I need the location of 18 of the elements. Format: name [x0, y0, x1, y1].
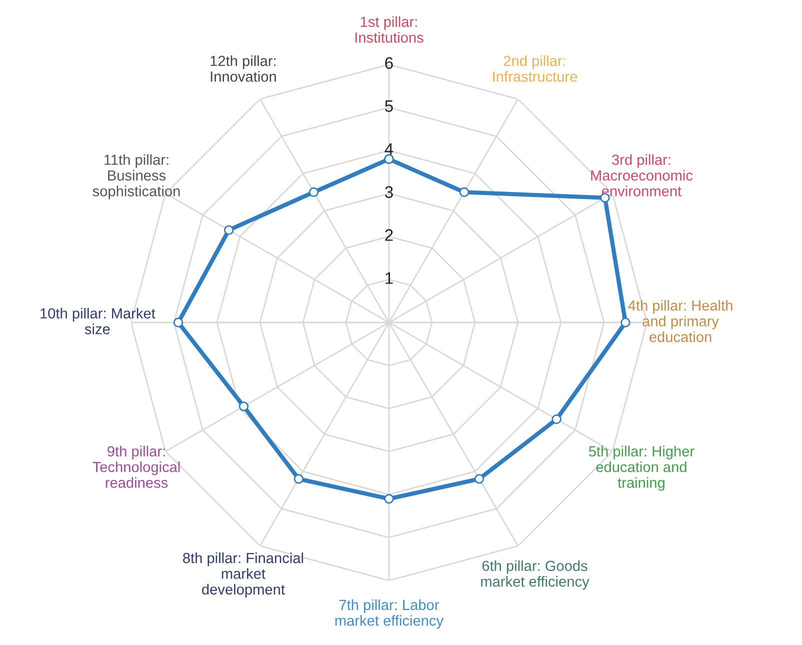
y-tick-label: 5: [385, 100, 393, 112]
spoke-label: 1st pillar: Institutions: [355, 16, 424, 43]
y-tick-label: 1: [386, 272, 393, 284]
y-tick-label: 2: [385, 229, 393, 241]
spoke-label: 11th pillar: Business sophistication: [92, 154, 180, 200]
spoke-label: 4th pillar: Health and primary education: [628, 300, 732, 342]
spoke-label: 8th pillar: Financial market development: [183, 552, 304, 598]
y-tick-label: 3: [384, 186, 393, 198]
y-tick-label: 6: [385, 57, 393, 69]
spoke-label: 6th pillar: Goods market efficiency: [481, 560, 590, 590]
y-tick-label: 4: [384, 143, 394, 155]
spoke-label: 12th pillar: Innovation: [210, 55, 276, 82]
spoke-label: 7th pillar: Labor market efficiency: [335, 599, 444, 629]
spoke-label: 3rd pillar: Macroeconomic environment: [591, 154, 693, 196]
spoke-label: 2nd pillar: Infrastructure: [493, 55, 578, 82]
spoke-label: 5th pillar: Higher education and training: [588, 446, 694, 491]
spoke-label: 9th pillar: Technological readiness: [92, 446, 180, 488]
spoke-label: 10th pillar: Market size: [40, 308, 156, 334]
